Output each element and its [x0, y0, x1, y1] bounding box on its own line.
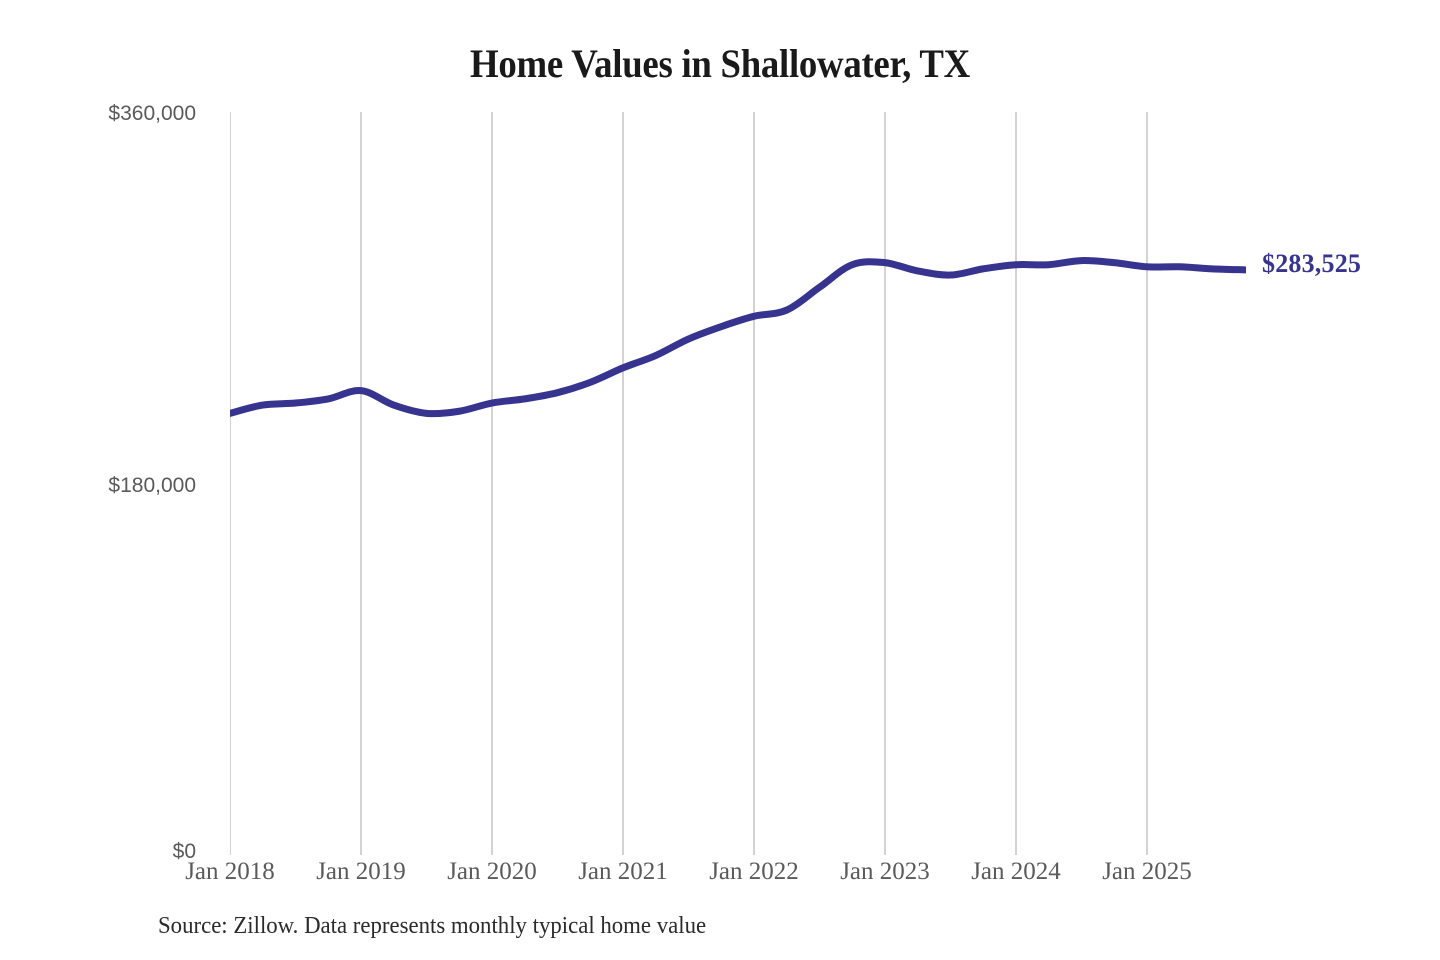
x-axis-tick-label-jan-2019: Jan 2019 [316, 858, 406, 885]
chart-title: Home Values in Shallowater, TX [470, 41, 970, 86]
gridlines-group [230, 112, 1148, 855]
x-axis-tick-label-jan-2021: Jan 2021 [578, 858, 668, 885]
source-note: Source: Zillow. Data represents monthly … [158, 913, 707, 939]
x-axis-tick-label-jan-2018: Jan 2018 [185, 858, 275, 885]
x-axis-tick-label-jan-2024: Jan 2024 [971, 858, 1061, 885]
home-value-line [230, 257, 1246, 418]
x-axis-tick-label-jan-2023: Jan 2023 [840, 858, 930, 885]
x-axis-tick-label-jan-2022: Jan 2022 [709, 858, 799, 885]
y-axis-tick-label-0: $0 [172, 840, 196, 863]
y-axis-tick-label-360000: $360,000 [108, 102, 196, 125]
plot-area [230, 112, 1246, 855]
line-chart-svg [230, 112, 1246, 855]
end-value-annotation: $283,525 [1262, 249, 1362, 278]
x-axis-tick-label-jan-2025: Jan 2025 [1102, 858, 1192, 885]
x-axis-tick-label-jan-2020: Jan 2020 [447, 858, 537, 885]
y-axis-tick-label-180000: $180,000 [108, 474, 196, 497]
